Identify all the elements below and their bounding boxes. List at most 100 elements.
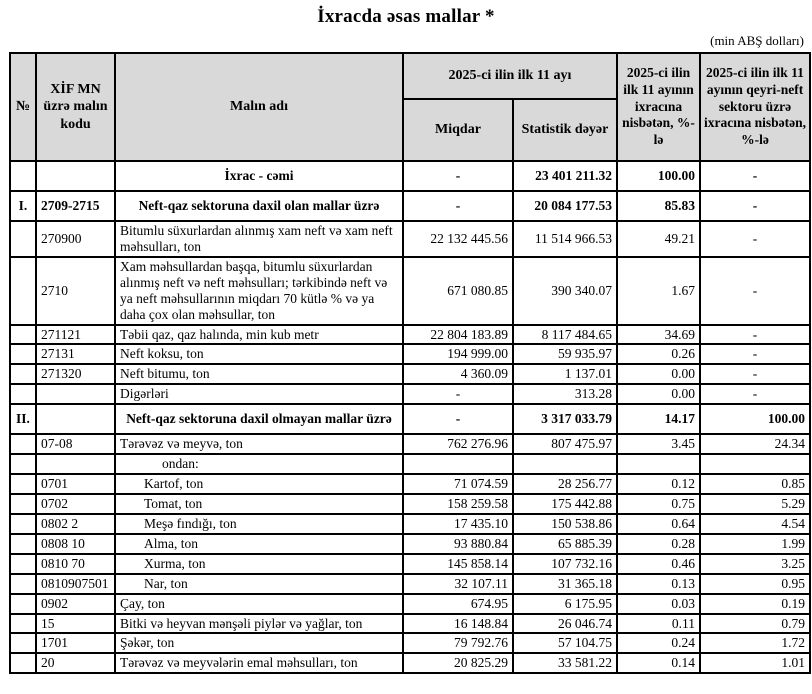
cell-code: 07-08 — [35, 433, 116, 456]
table-row: 271121 Təbii qaz, qaz halında, min kub me… — [9, 323, 811, 346]
cell-name: Neft bitumu, ton — [114, 363, 404, 386]
cell-name: Nar, ton — [114, 572, 404, 595]
table-row: 271320 Neft bitumu, ton 4 360.09 1 137.01 0.… — [9, 363, 811, 386]
cell-code: 20 — [35, 652, 116, 675]
cell-quantity: 145 858.14 — [402, 552, 514, 575]
cell-num — [9, 383, 37, 406]
cell-pct-total: 0.12 — [616, 473, 701, 495]
cell-quantity: 158 259.58 — [402, 492, 514, 515]
cell-name: Meşə fındığı, ton — [114, 512, 404, 535]
cell-name: Bitki və heyvan mənşəli piylər və yağlar… — [114, 612, 404, 635]
cell-pct-total: 14.17 — [616, 403, 701, 436]
cell-name: Çay, ton — [114, 592, 404, 615]
cell-num — [9, 323, 37, 346]
cell-num — [9, 453, 37, 476]
cell-code: 15 — [35, 612, 116, 635]
cell-stat-value: 175 442.88 — [512, 492, 618, 515]
table-row: 0902 Çay, ton 674.95 6 175.95 0.03 0.19 — [9, 592, 811, 615]
cell-pct-nonoil: 100.00 — [699, 403, 811, 436]
cell-name: Xurma, ton — [114, 552, 404, 575]
header-stat-value: Statistik dəyər — [512, 98, 618, 162]
cell-stat-value: 3 317 033.79 — [512, 403, 618, 436]
cell-quantity: 22 132 445.56 — [402, 220, 514, 258]
cell-quantity: 17 435.10 — [402, 512, 514, 535]
cell-pct-total: 1.67 — [616, 255, 701, 326]
cell-stat-value: 65 885.39 — [512, 532, 618, 555]
table-header: № XİF MN üzrə malın kodu Malın adı 2025-… — [9, 52, 811, 162]
header-period-group: 2025-ci ilin ilk 11 ayı — [402, 52, 618, 100]
cell-stat-value: 57 104.75 — [512, 632, 618, 655]
cell-quantity: 93 880.84 — [402, 532, 514, 555]
cell-stat-value: 313.28 — [512, 383, 618, 406]
cell-stat-value: 31 365.18 — [512, 572, 618, 595]
table-body: İxrac - cəmi -23 401 211.32 100.00- I. 2709-… — [9, 160, 811, 675]
cell-name: Bitumlu süxurlardan alınmış xam neft və … — [114, 220, 404, 258]
table-row: 2710 Xam məhsullardan başqa, bitumlu süxu… — [9, 255, 811, 326]
cell-pct-nonoil: - — [699, 323, 811, 346]
cell-quantity — [402, 453, 514, 476]
cell-stat-value: 28 256.77 — [512, 473, 618, 495]
cell-num — [9, 572, 37, 595]
cell-num — [9, 492, 37, 515]
cell-stat-value: 1 137.01 — [512, 363, 618, 386]
cell-stat-value: 23 401 211.32 — [512, 160, 618, 192]
cell-quantity: 79 792.76 — [402, 632, 514, 655]
cell-code: 271121 — [35, 323, 116, 346]
cell-name: Digərləri — [114, 383, 404, 406]
table-row: ondan: — [9, 453, 811, 476]
cell-num — [9, 592, 37, 615]
cell-code: 2709-2715 — [35, 190, 116, 222]
cell-num — [9, 632, 37, 655]
cell-num — [9, 343, 37, 366]
cell-pct-nonoil: 24.34 — [699, 433, 811, 456]
cell-pct-nonoil: - — [699, 255, 811, 326]
cell-code: 2710 — [35, 255, 116, 326]
cell-pct-total: 34.69 — [616, 323, 701, 346]
cell-pct-total: 0.26 — [616, 343, 701, 366]
cell-code: 1701 — [35, 632, 116, 655]
cell-code — [35, 403, 116, 436]
header-pct-total: 2025-ci ilin ilk 11 ayının ixracına nisb… — [616, 52, 701, 162]
cell-pct-nonoil: - — [699, 190, 811, 222]
cell-code — [35, 453, 116, 476]
table-row: 0810 70 Xurma, ton 145 858.14 107 732.16 0.4… — [9, 552, 811, 575]
cell-pct-nonoil: 3.25 — [699, 552, 811, 575]
cell-name: Neft koksu, ton — [114, 343, 404, 366]
cell-pct-total: 0.11 — [616, 612, 701, 635]
cell-code: 27131 — [35, 343, 116, 366]
cell-num: II. — [9, 403, 37, 436]
cell-name: İxrac - cəmi — [114, 160, 404, 192]
table-row: 1701 Şəkər, ton 79 792.76 57 104.75 0.24 1.72 — [9, 632, 811, 655]
cell-pct-nonoil: 1.72 — [699, 632, 811, 655]
header-pct-nonoil: 2025-ci ilin ilk 11 ayının qeyri-neft se… — [699, 52, 811, 162]
cell-num — [9, 160, 37, 192]
cell-quantity: - — [402, 160, 514, 192]
section-row: II. Neft-qaz sektoruna daxil olmayan mall… — [9, 403, 811, 436]
cell-pct-total: 0.00 — [616, 383, 701, 406]
cell-name: Tomat, ton — [114, 492, 404, 515]
cell-num — [9, 652, 37, 675]
cell-quantity: 22 804 183.89 — [402, 323, 514, 346]
cell-num — [9, 433, 37, 456]
cell-pct-total: 0.75 — [616, 492, 701, 515]
cell-pct-nonoil: - — [699, 363, 811, 386]
cell-code — [35, 160, 116, 192]
cell-pct-nonoil: - — [699, 383, 811, 406]
table-row: 0701 Kartof, ton 71 074.59 28 256.77 0.12 0.8… — [9, 473, 811, 495]
cell-quantity: 32 107.11 — [402, 572, 514, 595]
cell-pct-total: 0.46 — [616, 552, 701, 575]
cell-pct-total: 0.28 — [616, 532, 701, 555]
table-row: Digərləri -313.28 0.00- — [9, 383, 811, 406]
cell-quantity: 20 825.29 — [402, 652, 514, 675]
table-row: 0702 Tomat, ton 158 259.58 175 442.88 0.75 5.… — [9, 492, 811, 515]
cell-stat-value: 6 175.95 — [512, 592, 618, 615]
cell-num — [9, 612, 37, 635]
cell-pct-nonoil: 1.99 — [699, 532, 811, 555]
cell-name: Neft-qaz sektoruna daxil olan mallar üzr… — [114, 190, 404, 222]
cell-code: 0802 2 — [35, 512, 116, 535]
cell-pct-nonoil: - — [699, 160, 811, 192]
cell-stat-value: 11 514 966.53 — [512, 220, 618, 258]
cell-stat-value: 20 084 177.53 — [512, 190, 618, 222]
cell-pct-nonoil: 0.79 — [699, 612, 811, 635]
